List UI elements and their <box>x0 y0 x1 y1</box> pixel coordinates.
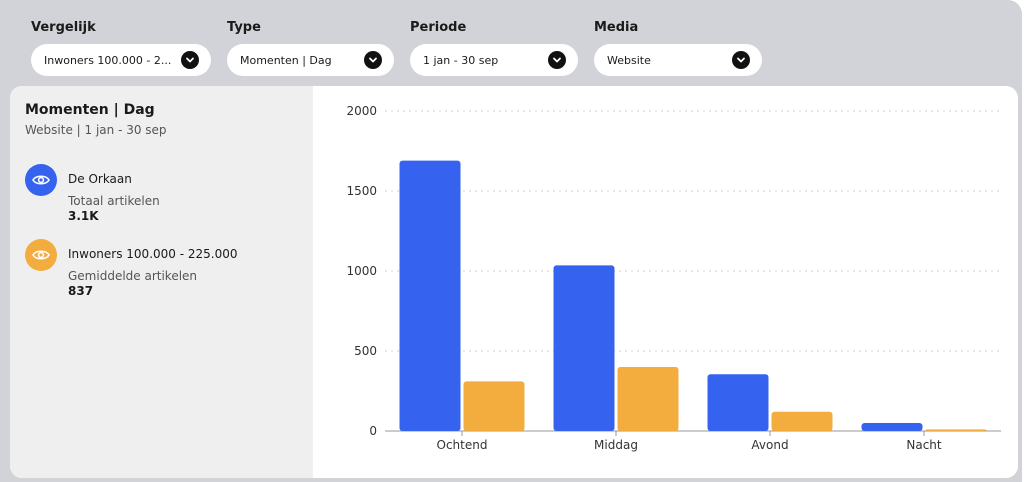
vergelijk-select[interactable]: Inwoners 100.000 - 2... <box>31 44 211 76</box>
legend-name: Inwoners 100.000 - 225.000 <box>68 247 238 261</box>
media-select[interactable]: Website <box>594 44 762 76</box>
bar <box>861 423 923 431</box>
y-tick-label: 1500 <box>346 184 377 198</box>
select-value: Momenten | Dag <box>240 53 332 67</box>
chevron-down-icon[interactable] <box>732 51 750 69</box>
bar <box>617 367 679 431</box>
filter-label: Media <box>594 20 639 35</box>
bar <box>771 411 833 431</box>
eye-icon[interactable] <box>25 164 57 196</box>
bar <box>707 374 769 431</box>
bar <box>399 160 461 431</box>
legend-panel: Momenten | Dag Website | 1 jan - 30 sep … <box>10 86 313 478</box>
bar <box>925 429 987 431</box>
y-tick-label: 500 <box>354 344 377 358</box>
select-value: Website <box>607 53 651 67</box>
legend-value: 837 <box>68 284 94 298</box>
x-tick-label: Ochtend <box>437 438 488 452</box>
eye-icon[interactable] <box>25 239 57 271</box>
bar <box>463 381 525 431</box>
bar-chart: 0 500 1000 1500 2000 Ochtend Middag Avond Nacht <box>346 104 1001 452</box>
bar <box>553 265 615 431</box>
y-tick-label: 0 <box>369 424 377 438</box>
select-value: 1 jan - 30 sep <box>423 53 499 67</box>
edge-strip <box>1022 0 1024 482</box>
type-select[interactable]: Momenten | Dag <box>227 44 394 76</box>
filter-label: Vergelijk <box>31 20 96 35</box>
filter-label: Periode <box>410 20 467 35</box>
x-tick-label: Avond <box>751 438 788 452</box>
chevron-down-icon[interactable] <box>364 51 382 69</box>
x-tick-label: Nacht <box>906 438 942 452</box>
panel-title: Momenten | Dag <box>25 102 155 118</box>
legend-value: 3.1K <box>68 209 99 223</box>
y-tick-label: 2000 <box>346 104 377 118</box>
panel-subtitle: Website | 1 jan - 30 sep <box>25 123 167 137</box>
chart-card: Momenten | Dag Website | 1 jan - 30 sep … <box>10 86 1018 478</box>
legend-metric: Gemiddelde artikelen <box>68 269 198 283</box>
periode-select[interactable]: 1 jan - 30 sep <box>410 44 578 76</box>
x-tick-label: Middag <box>594 438 638 452</box>
chevron-down-icon[interactable] <box>181 51 199 69</box>
legend-metric: Totaal artikelen <box>68 194 160 208</box>
filter-label: Type <box>227 20 261 35</box>
y-tick-label: 1000 <box>346 264 377 278</box>
chevron-down-icon[interactable] <box>548 51 566 69</box>
select-value: Inwoners 100.000 - 2... <box>44 53 172 67</box>
legend-name: De Orkaan <box>68 172 132 186</box>
